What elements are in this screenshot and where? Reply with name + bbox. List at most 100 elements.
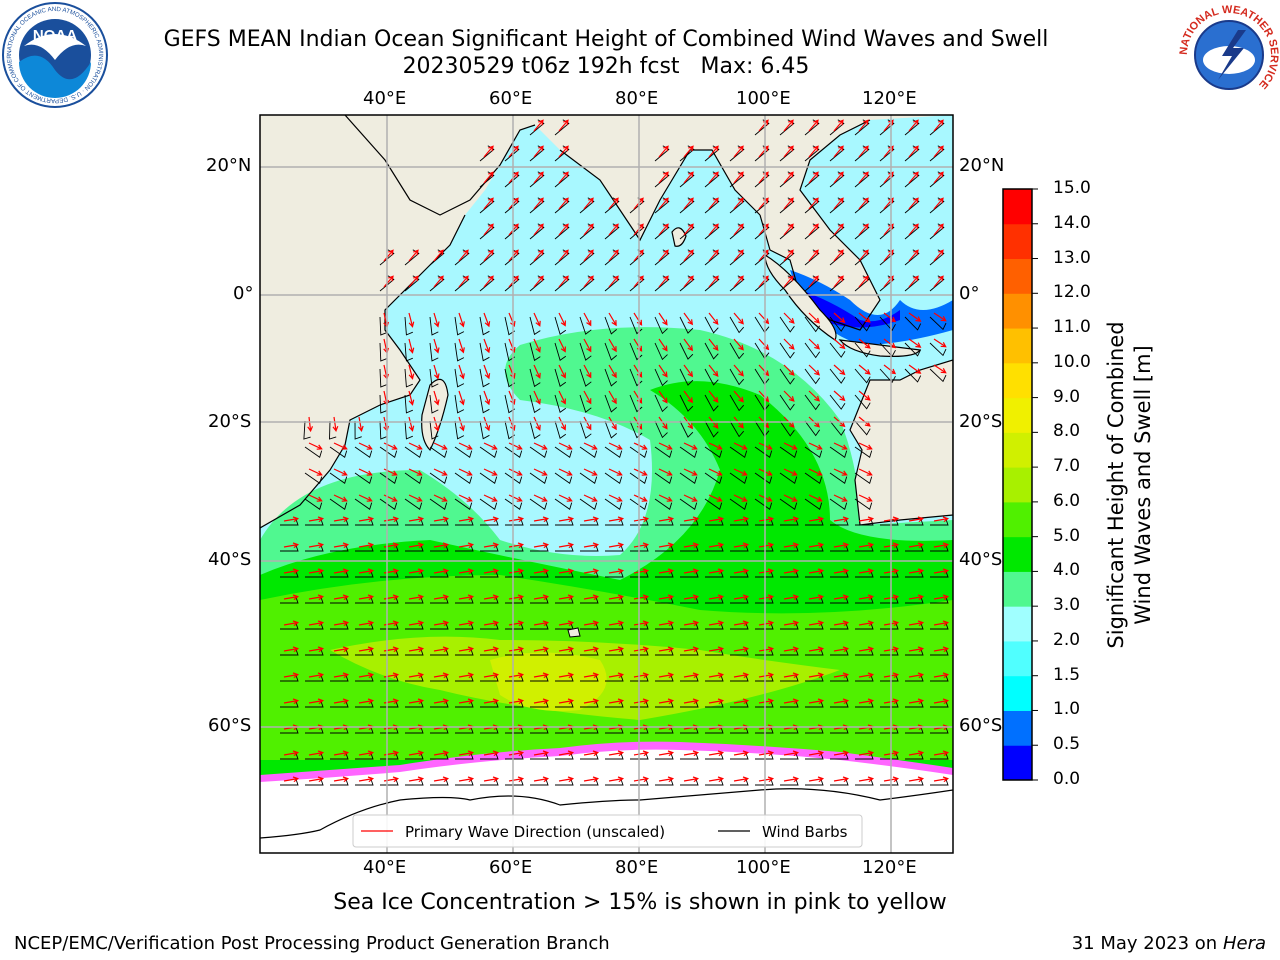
wind-barb — [405, 700, 424, 708]
wind-barb — [829, 420, 846, 436]
wind-barb — [579, 472, 598, 485]
wave-direction-arrow — [583, 390, 592, 405]
wave-direction-arrow — [408, 312, 415, 328]
wind-barb — [305, 778, 324, 786]
wave-direction-arrow — [283, 594, 300, 601]
wave-direction-arrow — [458, 442, 473, 450]
wind-barb — [905, 752, 924, 760]
wave-direction-arrow — [583, 594, 600, 601]
wave-direction-arrow — [283, 568, 300, 575]
wave-direction-arrow — [433, 442, 448, 450]
wave-direction-arrow — [833, 776, 850, 783]
wind-barb — [629, 498, 648, 511]
wind-barb — [379, 316, 388, 336]
wind-barb — [555, 570, 574, 578]
wind-barb — [430, 700, 449, 708]
sea-ice-note: Sea Ice Concentration > 15% is shown in … — [333, 890, 947, 915]
wave-direction-arrow — [708, 442, 723, 450]
wave-direction-arrow — [308, 776, 325, 783]
wind-barb — [280, 752, 299, 760]
wind-barb — [605, 648, 624, 656]
wind-barb — [530, 596, 549, 604]
wind-barb — [329, 420, 337, 440]
wave-direction-arrow — [733, 223, 744, 236]
wave-direction-arrow — [808, 776, 825, 783]
wind-barb — [554, 498, 573, 511]
wave-direction-arrow — [733, 249, 744, 262]
wind-barb — [805, 570, 824, 578]
wave-direction-arrow — [833, 171, 844, 184]
wave-direction-arrow — [658, 275, 669, 288]
wave-direction-arrow — [483, 494, 498, 502]
wind-barb — [504, 472, 523, 485]
colorbar-tick-label: 11.0 — [1053, 317, 1091, 338]
wave-direction-arrow — [558, 171, 569, 184]
wind-barb — [805, 596, 824, 604]
wave-direction-arrow — [458, 646, 475, 653]
wave-direction-arrow — [858, 516, 875, 523]
wave-direction-arrow — [758, 568, 775, 575]
legend-wave-label: Primary Wave Direction (unscaled) — [405, 823, 665, 841]
wave-direction-arrow — [483, 338, 491, 354]
wind-barb — [779, 342, 795, 359]
wave-direction-arrow — [283, 516, 300, 523]
wave-direction-arrow — [733, 698, 750, 705]
wave-direction-arrow — [733, 171, 744, 184]
wind-barb — [379, 420, 388, 440]
wind-barb — [479, 394, 490, 414]
wave-direction-arrow — [358, 620, 375, 627]
wave-direction-arrow — [283, 750, 300, 757]
wind-barb — [329, 472, 348, 485]
wind-barb — [729, 446, 748, 459]
wind-barb — [580, 700, 599, 708]
wave-direction-arrow — [358, 468, 373, 476]
wind-barb — [554, 316, 567, 336]
wind-barb — [404, 446, 423, 459]
wave-direction-arrow — [933, 776, 950, 783]
wave-direction-arrow — [908, 338, 922, 348]
wave-direction-arrow — [483, 145, 494, 158]
wind-barb — [579, 420, 592, 439]
wind-barb — [830, 726, 849, 734]
wind-barb — [629, 420, 643, 439]
wave-direction-arrow — [833, 594, 850, 601]
chart-subtitle: 20230529 t06z 192h fcst Max: 6.45 — [0, 53, 1212, 80]
wind-barb — [330, 622, 349, 630]
wave-direction-arrow — [933, 750, 950, 757]
wind-barb — [429, 472, 448, 485]
wave-direction-arrow — [458, 776, 475, 783]
wave-direction-arrow — [808, 516, 825, 523]
wave-direction-arrow — [458, 249, 469, 262]
wind-barb — [605, 752, 624, 760]
wind-barb — [680, 752, 699, 760]
wave-direction-arrow — [733, 516, 750, 523]
wind-barb — [829, 316, 846, 332]
wave-direction-arrow — [908, 672, 925, 679]
wave-direction-arrow — [558, 516, 575, 523]
lon-tick-bottom: 120°E — [862, 857, 917, 878]
wave-direction-arrow — [408, 594, 425, 601]
wind-barb — [504, 446, 523, 459]
wind-barb — [555, 518, 574, 526]
wave-direction-arrow — [908, 223, 919, 236]
wind-barb — [305, 518, 324, 526]
wave-direction-arrow — [358, 594, 375, 601]
wind-barb — [705, 596, 724, 604]
colorbar-tick-label: 7.0 — [1053, 456, 1081, 477]
wind-barb — [355, 622, 374, 630]
wind-barb — [505, 596, 524, 604]
wind-barb — [955, 317, 971, 329]
wind-barb — [580, 622, 599, 630]
wave-direction-arrow — [308, 594, 325, 601]
wind-barb — [330, 570, 349, 578]
wave-direction-arrow — [583, 516, 600, 523]
wind-barb — [304, 446, 323, 459]
wind-barb — [804, 472, 823, 485]
wind-barb — [305, 674, 324, 682]
wave-direction-arrow — [308, 542, 325, 549]
wind-barb — [379, 446, 398, 459]
wind-barb — [805, 622, 824, 630]
wind-barb — [580, 674, 599, 682]
wave-direction-arrow — [408, 442, 423, 450]
wave-direction-arrow — [433, 646, 450, 653]
